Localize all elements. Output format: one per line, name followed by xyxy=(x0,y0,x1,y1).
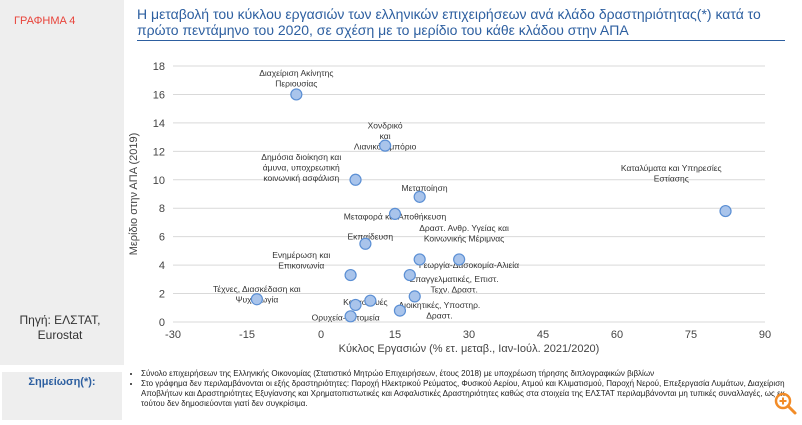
x-tick-label: 15 xyxy=(389,329,401,341)
y-tick-label: 2 xyxy=(159,289,165,301)
gridlines xyxy=(173,65,765,323)
source-text: Πηγή: ΕΛΣΤΑΤ, Eurostat xyxy=(19,313,101,342)
chart-title: Η μεταβολή του κύκλου εργασιών των ελλην… xyxy=(137,6,761,38)
y-tick-label: 18 xyxy=(153,61,165,73)
y-tick-label: 6 xyxy=(159,232,165,244)
x-tick-label: 75 xyxy=(685,329,697,341)
data-point xyxy=(290,88,303,101)
data-point xyxy=(379,139,392,152)
data-point xyxy=(408,290,421,303)
graph-label: ΓΡΑΦΗΜΑ 4 xyxy=(14,15,76,27)
y-tick-label: 8 xyxy=(159,203,165,215)
point-annotation: Καταλύματα και Υπηρεσίες Εστίασης xyxy=(621,163,722,184)
data-point xyxy=(250,293,263,306)
point-annotation: Διαχείριση Ακίνητης Περιουσίας xyxy=(259,68,333,89)
data-point xyxy=(403,268,416,282)
x-tick-label: 45 xyxy=(537,329,549,341)
x-tick-label: 60 xyxy=(611,329,623,341)
x-tick-label: 0 xyxy=(318,329,324,341)
data-point xyxy=(453,253,466,266)
y-tick-label: 12 xyxy=(153,146,165,158)
point-annotation: Δημόσια διοίκηση και άμυνα, υποχρεωτική κο… xyxy=(261,152,341,183)
y-tick-label: 0 xyxy=(159,317,165,329)
data-point xyxy=(413,190,426,203)
point-annotation: Εκπαίδευση xyxy=(348,232,394,242)
data-point xyxy=(364,294,377,307)
data-point xyxy=(719,204,732,218)
scatter-chart: 0 2 4 6 8 10 12 14 16 18 -30 -15 0 15 30 45 60 75 90 Διαχ… xyxy=(128,61,771,355)
x-tick-label: -15 xyxy=(239,329,255,341)
note-item: Στο γράφημα δεν περιλαμβάνονται οι εξής … xyxy=(141,379,802,409)
point-annotation: Επαγγελματικές, Επιστ. Τεχν. Δραστ. xyxy=(410,274,499,295)
y-tick-label: 4 xyxy=(159,260,165,272)
y-tick-label: 14 xyxy=(153,118,165,130)
note-item: Σύνολο επιχειρήσεων της Ελληνικής Οικονο… xyxy=(141,369,802,379)
x-tick-label: 30 xyxy=(463,329,475,341)
data-point xyxy=(359,237,372,250)
point-annotation: Ενημέρωση και Επικοινωνία xyxy=(272,250,330,271)
data-point xyxy=(349,298,362,312)
point-annotation: Γεωργία-Δασοκομία-Αλιεία xyxy=(419,260,519,270)
point-annotation: Δραστ. Ανθρ. Υγείας και Κοινωνικής Μέριμν… xyxy=(419,223,509,244)
data-points xyxy=(250,88,732,323)
data-point xyxy=(344,310,357,323)
data-point xyxy=(388,207,402,221)
data-point xyxy=(349,173,362,186)
data-point xyxy=(413,253,426,266)
data-point xyxy=(393,304,407,317)
x-tick-label: -30 xyxy=(165,329,181,341)
point-annotation: Διοικητικές, Υποστηρ. Δραστ. xyxy=(399,300,481,321)
x-tick-label: 90 xyxy=(759,329,771,341)
y-tick-label: 10 xyxy=(153,175,165,187)
y-tick-label: 16 xyxy=(153,89,165,101)
zoom-in-icon[interactable] xyxy=(772,390,798,416)
point-annotation: Μεταποίηση xyxy=(402,183,448,193)
y-tick-labels: 0 2 4 6 8 10 12 14 16 18 xyxy=(153,61,165,329)
data-point xyxy=(344,268,357,282)
x-tick-labels: -30 -15 0 15 30 45 60 75 90 xyxy=(165,329,771,341)
notes-label: Σημείωση(*): xyxy=(2,372,122,420)
y-axis-label: Μερίδιο στην ΑΠΑ (2019) xyxy=(128,133,140,256)
title-divider xyxy=(137,40,785,41)
left-panel: ΓΡΑΦΗΜΑ 4 Πηγή: ΕΛΣΤΑΤ, Eurostat xyxy=(0,0,124,365)
notes-list: Σύνολο επιχειρήσεων της Ελληνικής Οικονο… xyxy=(127,369,802,409)
x-axis-label: Κύκλος Εργασιών (% ετ. μεταβ., Ιαν-Ιούλ.… xyxy=(339,343,600,355)
